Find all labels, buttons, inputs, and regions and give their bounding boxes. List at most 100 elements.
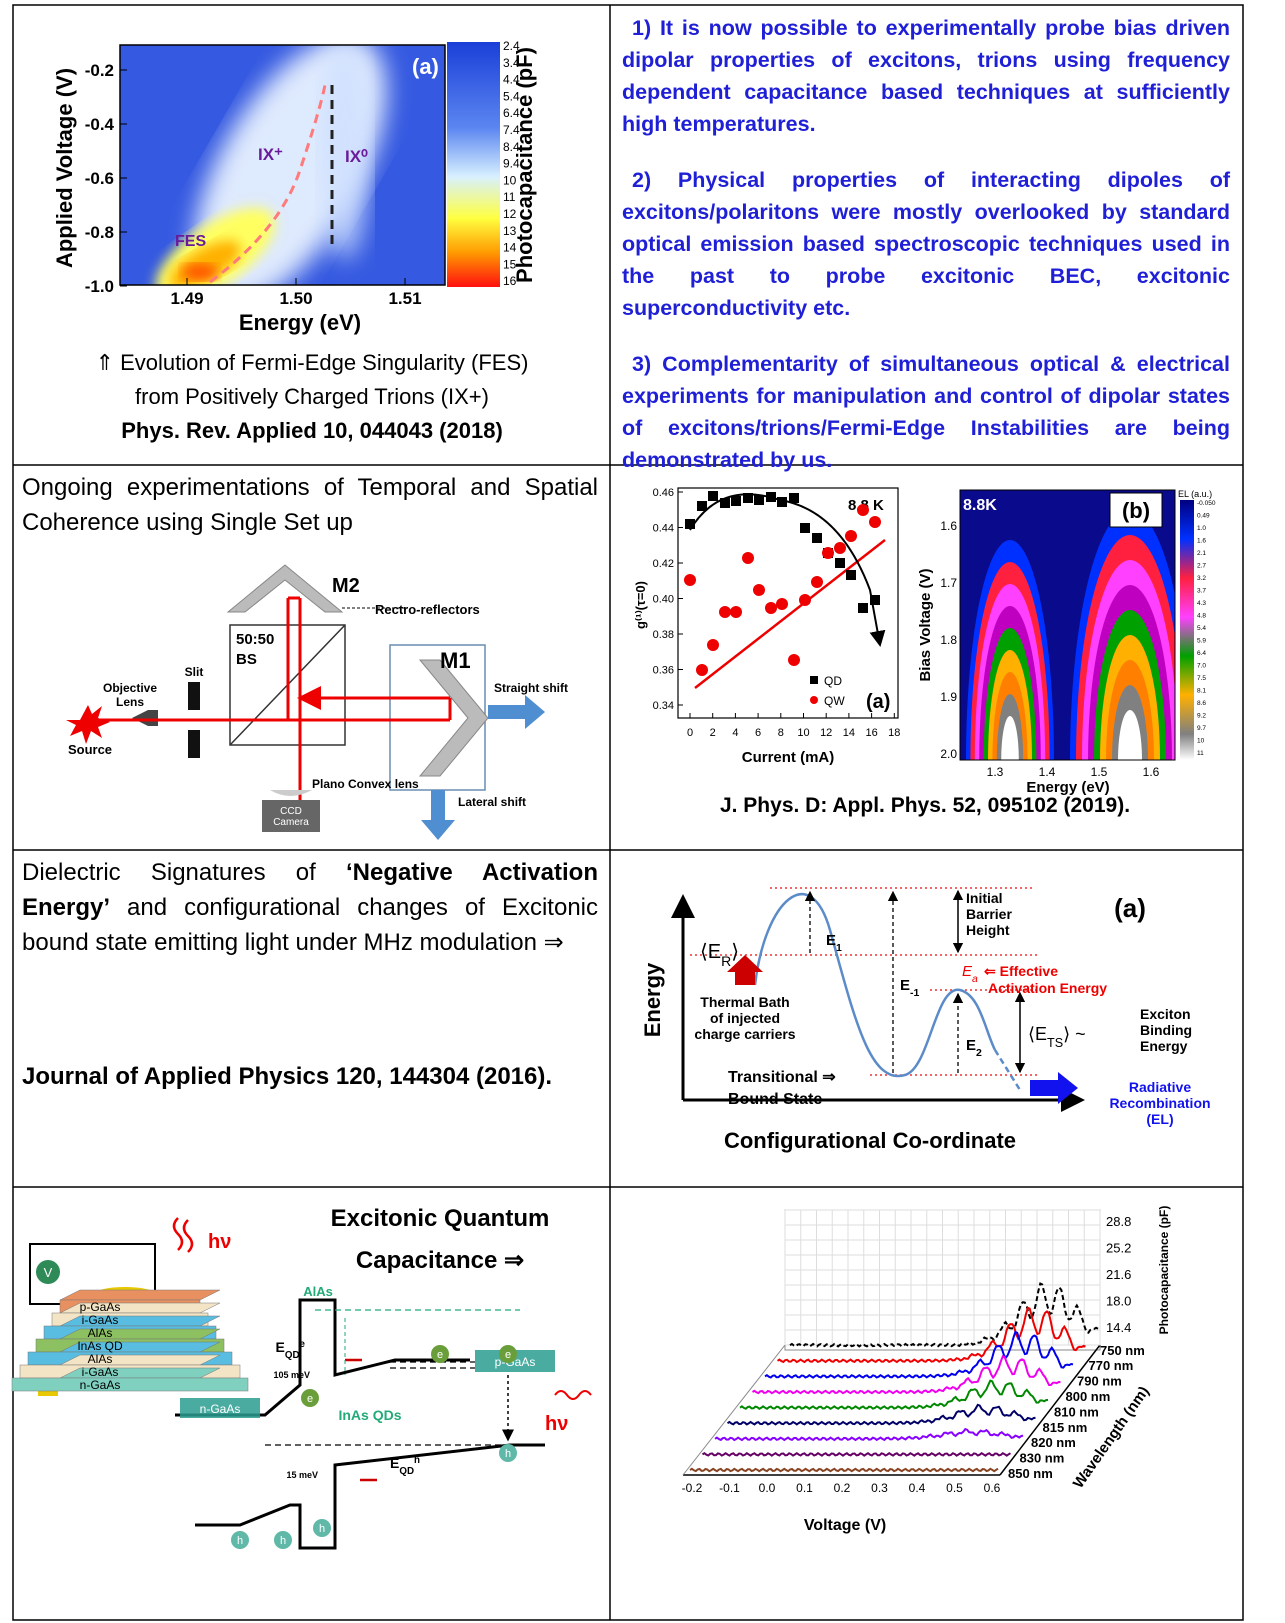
electron: [499, 1345, 517, 1363]
label: 800 nm: [1066, 1389, 1111, 1404]
label: 12: [820, 727, 832, 739]
label: e: [437, 1349, 443, 1361]
label: 11: [1197, 750, 1204, 757]
label: 9.2: [1197, 713, 1206, 720]
text-segment: ‘Negative Activation Energy’: [22, 859, 598, 921]
label: 8: [778, 727, 784, 739]
label: Bound State: [728, 1091, 822, 1108]
point: 3) Complementarity of simultaneous optic…: [622, 352, 1230, 472]
symbol-part: E: [390, 1455, 399, 1471]
label: 28.8: [1106, 1214, 1131, 1229]
label: 0.38: [653, 629, 674, 641]
device-diagram: [11, 1217, 592, 1550]
symbol-part: -1: [910, 987, 919, 999]
axis-label: Energy: [640, 962, 665, 1037]
label: 0.46: [653, 487, 674, 499]
qd-point: [766, 492, 776, 502]
symbol-part: R: [721, 953, 731, 969]
label: 0.44: [653, 523, 674, 535]
label: 8.8K: [963, 497, 997, 514]
label: M1: [440, 648, 471, 673]
label: V: [44, 1265, 53, 1280]
legend-marker: [810, 676, 818, 684]
qw-point: [788, 654, 800, 666]
label: 790 nm: [1077, 1374, 1122, 1389]
label: 2.7: [1197, 563, 1206, 570]
qw-point: [834, 542, 846, 554]
title: Excitonic Quantum: [331, 1205, 550, 1232]
qd-point: [697, 501, 707, 511]
symbol-part: E: [276, 1339, 285, 1355]
label: Lateral shift: [458, 795, 526, 809]
hole: [231, 1531, 249, 1549]
symbol-part: QD: [399, 1466, 414, 1477]
label: Thermal Bath: [700, 994, 789, 1010]
label: Plano Convex lens: [312, 777, 419, 791]
qd-point: [800, 523, 810, 533]
point: 1) It is now possible to experimentally …: [622, 16, 1230, 136]
symbol: E-1: [900, 977, 920, 999]
label: e: [505, 1349, 511, 1361]
title: Capacitance ⇒: [356, 1247, 524, 1274]
coherence-description: Ongoing experimentations of Temporal and…: [22, 474, 598, 536]
label: 0.5: [946, 1481, 963, 1495]
qd-point: [743, 493, 753, 503]
label: Lens: [116, 695, 144, 709]
label: M2: [332, 575, 360, 597]
label: Objective: [103, 681, 157, 695]
hole: [274, 1531, 292, 1549]
label: -0.2: [85, 61, 114, 80]
label: 11: [503, 190, 516, 204]
energy-diagram: [671, 887, 1085, 1112]
layer-label: i-GaAs: [82, 1313, 119, 1327]
axis-label: Photocapacitance (pF): [1157, 1206, 1171, 1335]
contour: [1118, 710, 1142, 760]
label: 50:50: [236, 631, 274, 648]
legend-marker: [810, 696, 818, 704]
label: 0: [687, 727, 693, 739]
qw-point: [765, 602, 777, 614]
label: 0.0: [759, 1481, 776, 1495]
symbol-part: ⟨E: [1028, 1024, 1047, 1044]
label: Camera: [273, 817, 309, 828]
qw-point: [742, 552, 754, 564]
label: 0.2: [834, 1481, 851, 1495]
label: 6.4: [1197, 650, 1206, 657]
label: 750 nm: [1100, 1343, 1145, 1358]
label: 25.2: [1106, 1241, 1131, 1256]
label: h: [319, 1523, 325, 1535]
label: 10: [1197, 738, 1205, 745]
label: (a): [412, 54, 439, 79]
label: hν: [545, 1413, 568, 1435]
layer-label: InAs QD: [77, 1339, 123, 1353]
qd-point: [708, 491, 718, 501]
spectrum: [726, 1403, 1036, 1426]
electron: [301, 1389, 319, 1407]
label: 5.4: [503, 89, 520, 103]
label: 8.1: [1197, 688, 1206, 695]
label: EL (a.u.): [1178, 489, 1212, 499]
label: -0.050: [1197, 500, 1216, 507]
label: IX⁰: [345, 147, 368, 166]
label: Binding: [1140, 1022, 1192, 1038]
label: 0.42: [653, 558, 674, 570]
axis-label: Energy (eV): [1026, 779, 1109, 796]
label: Transitional ⇒: [728, 1069, 836, 1086]
label: Slit: [185, 665, 204, 679]
label: 1.7: [940, 576, 957, 590]
label: 1.4: [1039, 765, 1056, 779]
hole: [499, 1444, 517, 1462]
axis-label: Voltage (V): [804, 1517, 886, 1534]
layer-top: [59, 1328, 221, 1340]
label: 1.5: [1091, 765, 1108, 779]
axis-label: Configurational Co-ordinate: [724, 1128, 1016, 1153]
qw-point: [707, 639, 719, 651]
waterfall-plot: [682, 1209, 1101, 1476]
label: 16: [865, 727, 877, 739]
label: 8.4: [503, 140, 520, 154]
symbol: ⟨ETS⟩ ~: [1028, 1024, 1086, 1050]
label: 1.51: [388, 289, 421, 308]
